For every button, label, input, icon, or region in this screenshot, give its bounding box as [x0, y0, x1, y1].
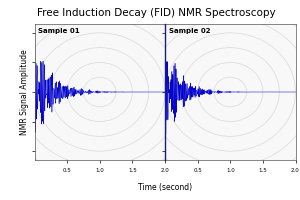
- Y-axis label: NMR Signal Amplitude: NMR Signal Amplitude: [20, 49, 29, 135]
- Text: Sample 02: Sample 02: [169, 28, 210, 34]
- Text: Sample 01: Sample 01: [38, 28, 80, 34]
- Text: Free Induction Decay (FID) NMR Spectroscopy: Free Induction Decay (FID) NMR Spectrosc…: [37, 8, 275, 18]
- Text: Time (second): Time (second): [138, 183, 192, 192]
